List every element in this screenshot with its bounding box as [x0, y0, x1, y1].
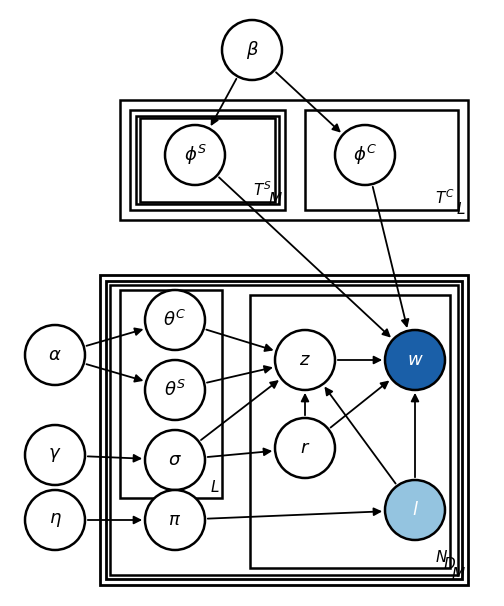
Circle shape: [335, 125, 395, 185]
Bar: [250, 295, 450, 568]
Circle shape: [25, 490, 85, 550]
Text: $r$: $r$: [300, 439, 310, 457]
Circle shape: [385, 330, 445, 390]
Text: $\pi$: $\pi$: [168, 511, 181, 529]
Circle shape: [222, 20, 282, 80]
Text: $\theta^S$: $\theta^S$: [164, 380, 186, 400]
Circle shape: [145, 490, 205, 550]
Bar: [120, 100, 468, 220]
Text: $\beta$: $\beta$: [245, 39, 259, 61]
Text: L: L: [457, 202, 465, 217]
Text: L: L: [211, 480, 219, 495]
Bar: [120, 290, 222, 498]
Text: N: N: [435, 550, 447, 565]
Bar: [100, 275, 468, 585]
Text: $\gamma$: $\gamma$: [48, 446, 61, 464]
Bar: [140, 118, 275, 202]
Circle shape: [145, 290, 205, 350]
Bar: [106, 281, 462, 579]
Text: D: D: [443, 557, 455, 572]
Circle shape: [145, 360, 205, 420]
Circle shape: [275, 418, 335, 478]
Circle shape: [25, 425, 85, 485]
Circle shape: [25, 325, 85, 385]
Text: M: M: [269, 192, 282, 207]
Circle shape: [165, 125, 225, 185]
Bar: [305, 110, 458, 210]
Text: M: M: [452, 567, 465, 582]
Text: $\eta$: $\eta$: [48, 511, 61, 529]
Circle shape: [275, 330, 335, 390]
Bar: [130, 110, 285, 210]
Text: $T^S$: $T^S$: [253, 181, 272, 199]
Text: $T^C$: $T^C$: [435, 188, 455, 207]
Text: $\alpha$: $\alpha$: [48, 346, 62, 364]
Text: $\theta^C$: $\theta^C$: [163, 310, 186, 330]
Text: $\sigma$: $\sigma$: [168, 451, 182, 469]
Bar: [110, 285, 458, 575]
Bar: [136, 116, 279, 204]
Text: $z$: $z$: [299, 351, 311, 369]
Circle shape: [145, 430, 205, 490]
Text: $\phi^S$: $\phi^S$: [183, 143, 207, 167]
Text: $l$: $l$: [412, 501, 418, 519]
Circle shape: [385, 480, 445, 540]
Text: $w$: $w$: [407, 351, 423, 369]
Text: $\phi^C$: $\phi^C$: [353, 143, 377, 167]
